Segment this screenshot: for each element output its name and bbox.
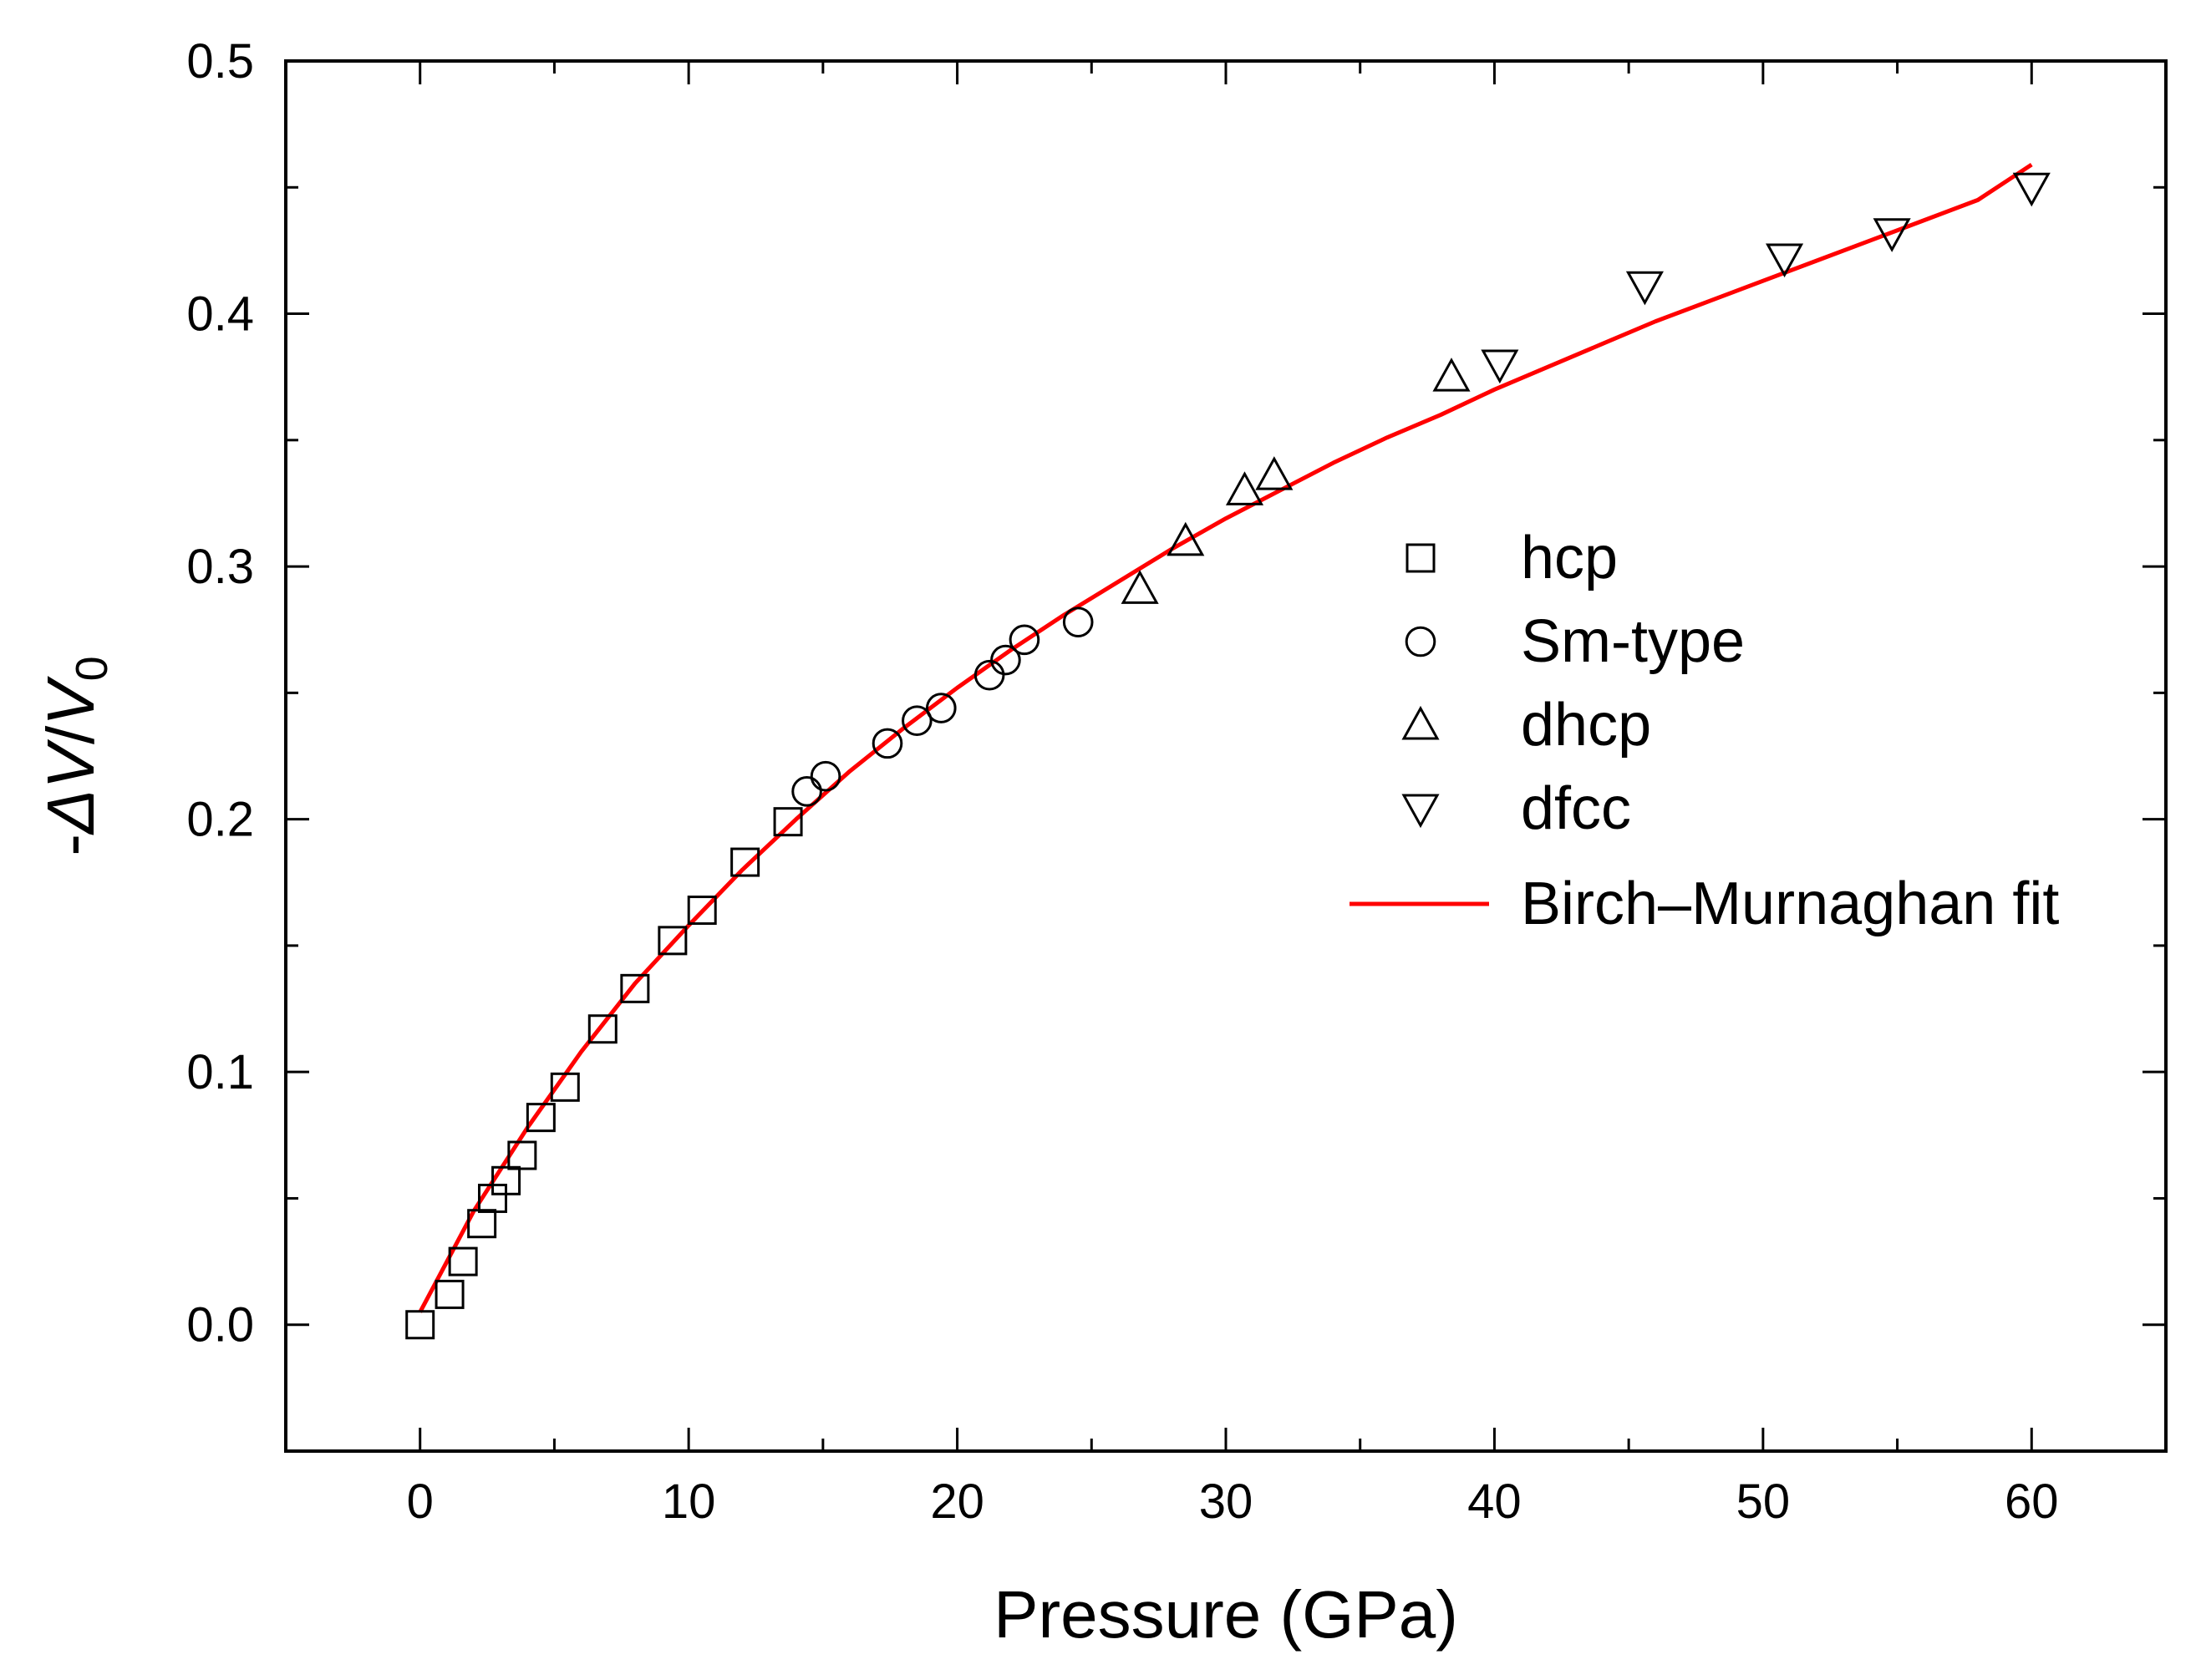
y-tick-label: 0.1 <box>186 1045 254 1099</box>
data-point-triangle-down <box>1481 349 1519 384</box>
x-tick-label: 60 <box>2005 1474 2059 1529</box>
data-point-square <box>620 973 650 1003</box>
legend-label: hcp <box>1521 525 1618 591</box>
plot-area <box>405 162 2051 1340</box>
x-tick-label: 50 <box>1736 1474 1791 1529</box>
x-axis-title: Pressure (GPa) <box>994 1577 1458 1652</box>
data-point-square <box>491 1165 521 1195</box>
y-axis-title-delta: Δ <box>33 789 108 835</box>
data-point-triangle-up <box>1255 456 1294 490</box>
legend-label: dfcc <box>1521 775 1631 842</box>
data-point-triangle-up <box>1167 521 1205 556</box>
data-point-square <box>405 1310 435 1340</box>
data-point-square <box>507 1140 537 1170</box>
legend-swatch-square <box>1405 543 1436 573</box>
data-point-square <box>526 1103 556 1133</box>
data-point-circle <box>990 644 1021 676</box>
axes: 0 10 20 30 40 50 60 0.0 0.1 0.2 0.3 0.4 0.5 <box>186 34 2168 1529</box>
y-tick-label: 0.3 <box>186 540 254 594</box>
data-point-triangle-up <box>1225 471 1264 505</box>
data-point-triangle-down <box>1625 271 1664 306</box>
data-point-circle <box>973 659 1005 691</box>
x-tick-label: 10 <box>662 1474 716 1529</box>
data-point-square <box>448 1246 478 1276</box>
data-point-square <box>435 1279 465 1309</box>
data-point-circle <box>902 705 933 736</box>
data-point-square <box>730 847 760 877</box>
data-point-square <box>658 926 688 956</box>
y-axis-title: -ΔV/V0 <box>33 656 117 855</box>
x-tick-label: 0 <box>407 1474 434 1529</box>
data-point-circle <box>925 693 957 723</box>
data-point-triangle-up <box>1121 570 1159 604</box>
data-point-triangle-down <box>1873 218 1911 252</box>
legend-swatch-circle <box>1405 626 1436 657</box>
data-point-circle <box>810 760 841 792</box>
legend-swatch-triangle-down <box>1401 794 1440 829</box>
legend-label: dhcp <box>1521 692 1651 759</box>
legend-label: Sm-type <box>1521 608 1745 675</box>
legend: hcp Sm-type dhcp dfcc Birch–Murnaghan fit <box>1350 525 2059 937</box>
data-point-triangle-up <box>1432 358 1471 392</box>
fit-line <box>418 162 2033 1313</box>
plot-frame <box>284 59 2168 1453</box>
y-tick-label: 0.4 <box>186 287 254 342</box>
data-point-circle <box>791 776 822 807</box>
x-tick-label: 20 <box>930 1474 984 1529</box>
data-point-square <box>773 807 803 837</box>
x-tick-label: 40 <box>1467 1474 1522 1529</box>
data-point-square <box>587 1014 618 1044</box>
data-point-square <box>687 896 717 926</box>
data-point-circle <box>872 728 903 759</box>
legend-label: Birch–Murnaghan fit <box>1521 870 2059 937</box>
data-point-circle <box>1009 624 1040 656</box>
y-axis-title-subscript: 0 <box>67 656 117 681</box>
legend-swatch-triangle-up <box>1401 705 1440 740</box>
y-axis-title-slash: / <box>33 725 108 744</box>
data-point-triangle-down <box>2012 172 2051 207</box>
y-tick-label: 0.2 <box>186 793 254 847</box>
y-axis-title-v0: V <box>33 676 108 726</box>
x-tick-label: 30 <box>1199 1474 1253 1529</box>
y-tick-label: 0.5 <box>186 34 254 89</box>
data-point-triangle-down <box>1766 243 1804 278</box>
data-point-square <box>467 1209 497 1239</box>
y-axis-title-v: V <box>33 738 108 789</box>
data-point-square <box>550 1072 580 1102</box>
y-axis-title-prefix: - <box>33 834 108 856</box>
data-point-circle <box>1062 607 1094 637</box>
y-tick-label: 0.0 <box>186 1298 254 1353</box>
